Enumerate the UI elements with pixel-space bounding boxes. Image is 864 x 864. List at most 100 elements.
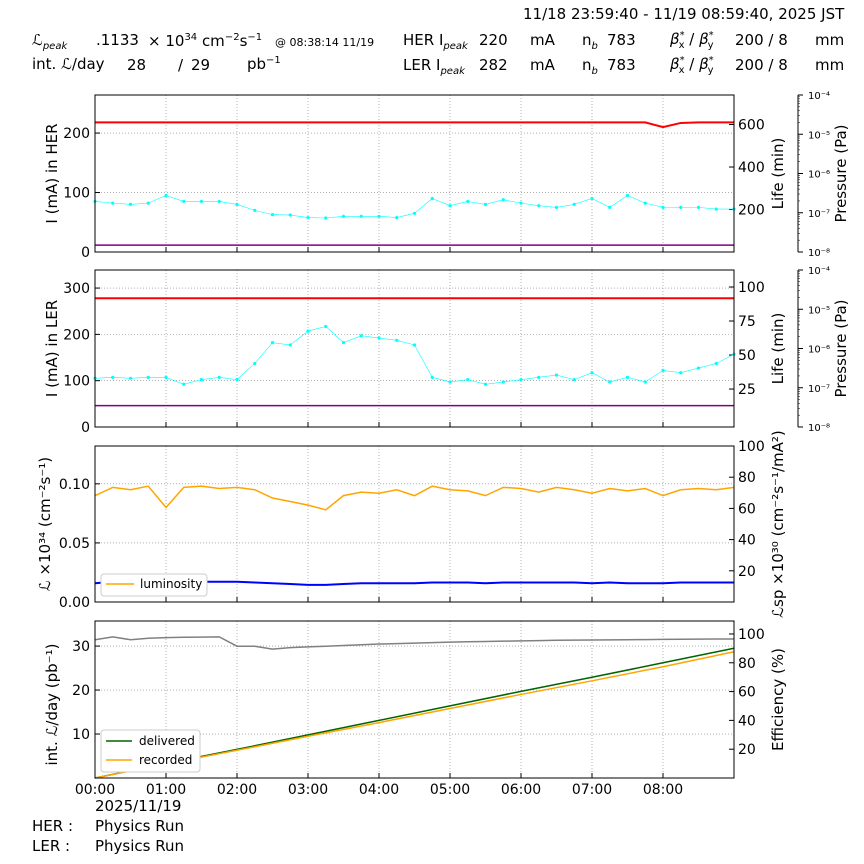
y-tick-label: 0 [81,245,90,261]
y2-tick-label: 60 [738,501,756,517]
life-line [94,195,734,219]
y-tick-label: 300 [63,281,90,297]
legend-delivered-label: delivered [139,734,195,748]
legend-luminosity-label: luminosity [140,577,202,591]
lpeak-label: ℒpeak [32,31,68,52]
y-axis-label: ℒ ×10³⁴ (cm⁻²s⁻¹) [36,457,54,591]
y2-tick-label: 60 [738,685,756,701]
y2-tick-label: 100 [738,627,765,643]
y-tick-label: 10 [72,727,90,743]
y2-tick-label: 40 [738,533,756,549]
y2-tick-label: 100 [738,280,765,296]
x-tick-label: 01:00 [146,782,186,798]
pressure-tick-label: 10⁻⁶ [808,345,830,356]
y2-tick-label: 400 [738,160,765,176]
y-tick-label: 0.10 [59,477,90,493]
luminosity-line [94,485,735,511]
her-beta-label: β*x / β*y [670,30,714,51]
y2-tick-label: 20 [738,564,756,580]
her-status-label: HER : [32,817,74,835]
y2-axis-label: Life (min) [769,138,787,210]
y2-tick-label: 80 [738,470,756,486]
lpeak-time: @ 08:38:14 11/19 [275,36,375,49]
ler-beta-unit: mm [815,56,845,74]
y2-axis-label: Efficiency (%) [769,648,787,751]
y-tick-label: 30 [72,639,90,655]
plot-frame [94,620,735,779]
ler-status-label: LER : [32,837,71,855]
her-nb: 783 [607,31,636,49]
ler-peak-current: 282 [479,56,508,74]
life-line [94,326,735,385]
ler-nb: 783 [607,56,636,74]
her-peak-current: 220 [479,31,508,49]
y-tick-label: 200 [63,327,90,343]
ler-beta-label: β*x / β*y [670,55,714,76]
x-tick-label: 02:00 [217,782,257,798]
legend-box [100,573,208,597]
her-peak-label: HER Ipeak [403,31,468,52]
pressure-axis-label: Pressure (Pa) [832,299,850,397]
ler-peak-label: LER Ipeak [403,56,465,77]
plot-frame [94,445,735,603]
intl-unit: pb−1 [247,55,281,73]
efficiency-line [94,636,734,650]
pressure-tick-label: 10⁻⁴ [808,91,830,102]
intl-delivered: 28 [127,56,147,74]
y2-tick-label: 50 [738,348,756,364]
her-beta-value: 200 / 8 [735,31,788,49]
y2-axis-label: ℒsp ×10³⁰ (cm⁻²s⁻¹/mA²) [769,430,787,618]
y2-tick-label: 600 [738,118,765,134]
pressure-tick-label: 10⁻⁶ [808,170,830,181]
y-tick-label: 100 [63,374,90,390]
y-tick-label: 0 [81,420,90,436]
her-nb-label: nb [582,31,598,52]
x-tick-label: 03:00 [288,782,328,798]
y2-tick-label: 100 [738,439,765,455]
x-tick-label: 00:00 [75,782,115,798]
lpeak-value: .1133 [96,31,139,49]
pressure-tick-label: 10⁻⁵ [808,305,830,316]
ler-nb-label: nb [582,56,598,77]
plot-frame [94,269,735,428]
y2-tick-label: 80 [738,656,756,672]
legend-recorded-label: recorded [139,753,192,767]
y-axis-label: int. ℒ/day (pb⁻¹) [43,644,61,766]
y-tick-label: 200 [63,126,90,142]
time-range: 11/18 23:59:40 - 11/19 08:59:40, 2025 JS… [523,5,845,23]
intl-sep: / [178,56,184,74]
y2-tick-label: 200 [738,203,765,219]
date-label: 2025/11/19 [95,797,182,815]
intl-recorded: 29 [191,56,211,74]
x-tick-label: 05:00 [430,782,470,798]
her-peak-unit: mA [530,31,555,49]
y2-tick-label: 25 [738,382,756,398]
recorded-line [94,651,735,779]
x-tick-label: 04:00 [359,782,399,798]
ler-peak-unit: mA [530,56,555,74]
y-tick-label: 100 [63,186,90,202]
ler-status: Physics Run [95,837,185,855]
pressure-tick-label: 10⁻⁸ [808,423,830,434]
x-tick-label: 06:00 [501,782,541,798]
y2-tick-label: 20 [738,742,756,758]
y2-tick-label: 75 [738,314,756,330]
pressure-tick-label: 10⁻⁸ [808,248,830,259]
y-tick-label: 20 [72,683,90,699]
pressure-tick-label: 10⁻⁷ [808,209,830,220]
pressure-tick-label: 10⁻⁵ [808,130,830,141]
pressure-axis-label: Pressure (Pa) [832,124,850,222]
y-tick-label: 0.05 [59,536,90,552]
y2-tick-label: 40 [738,713,756,729]
pressure-tick-label: 10⁻⁴ [808,266,830,277]
x-tick-label: 08:00 [643,782,683,798]
intl-label: int. ℒ/day [32,55,105,73]
her-beta-unit: mm [815,31,845,49]
pressure-tick-label: 10⁻⁷ [808,384,830,395]
ler-beta-value: 200 / 8 [735,56,788,74]
current-line [95,121,734,129]
her-status: Physics Run [95,817,185,835]
y-axis-label: I (mA) in HER [43,123,61,223]
